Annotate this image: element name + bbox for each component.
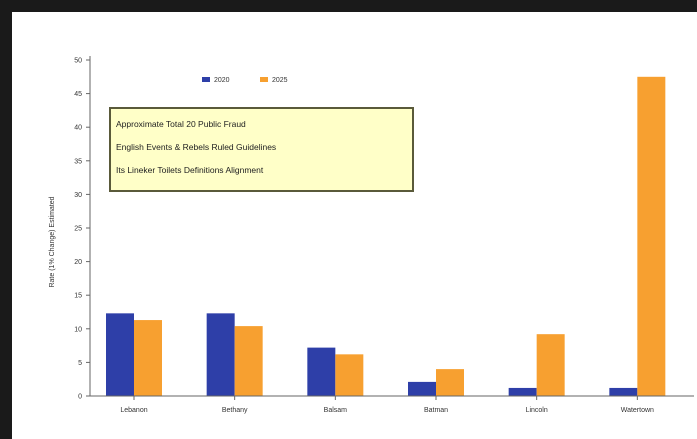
x-tick-label: Bethany	[222, 407, 248, 414]
bar-2020-watertown	[609, 387, 638, 396]
y-tick-label: 40	[74, 125, 82, 132]
annotation-line: Its Lineker Toilets Definitions Alignmen…	[116, 165, 264, 175]
legend-swatch	[260, 77, 268, 82]
bar-2020-lebanon	[106, 313, 134, 396]
x-tick-label: Batman	[424, 407, 448, 414]
bar-2025-lebanon	[134, 320, 162, 396]
legend-label: 2025	[272, 77, 288, 84]
x-tick-label: Watertown	[621, 407, 654, 414]
bars	[106, 76, 666, 397]
x-axis: Lebanon Bethany Balsam Batman Lincoln Waterto…	[90, 395, 694, 414]
y-tick-label: 25	[74, 226, 82, 233]
x-tick-label: Lincoln	[526, 407, 548, 414]
legend-label: 2020	[214, 77, 230, 84]
y-tick-label: 20	[74, 259, 82, 266]
legend-swatch	[202, 77, 210, 82]
y-tick-label: 15	[74, 293, 82, 300]
y-tick-label: 35	[74, 158, 82, 165]
y-tick-label: 5	[78, 360, 82, 367]
bar-2025-watertown	[637, 76, 666, 397]
y-axis-label: Rate (1% Change) Estimated	[49, 196, 56, 287]
y-tick-label: 45	[74, 91, 82, 98]
bar-2020-batman	[408, 381, 436, 396]
bar-2020-balsam	[307, 347, 336, 396]
y-tick-label: 50	[74, 58, 82, 65]
annotation-line: English Events & Rebels Ruled Guidelines	[116, 142, 276, 152]
chart-frame: 0 5 10 15 20 25 30 35 40 45 50 Lebanon Bethany Balsa…	[12, 12, 697, 439]
y-axis: 0 5 10 15 20 25 30 35 40 45 50	[74, 56, 91, 401]
bar-2025-batman	[436, 369, 464, 396]
bar-2025-lincoln	[536, 334, 565, 396]
bar-2020-lincoln	[508, 387, 537, 396]
y-tick-label: 0	[78, 394, 82, 401]
annotation-box: Approximate Total 20 Public Fraud English…	[109, 107, 414, 192]
y-tick-label: 10	[74, 326, 82, 333]
y-tick-label: 30	[74, 192, 82, 199]
annotation-background	[109, 107, 414, 192]
bar-2020-bethany	[206, 313, 235, 396]
x-tick-label: Balsam	[324, 407, 348, 414]
x-tick-label: Lebanon	[120, 407, 147, 414]
bar-2025-bethany	[234, 326, 263, 396]
bar-2025-balsam	[335, 354, 364, 396]
annotation-line: Approximate Total 20 Public Fraud	[116, 119, 246, 129]
legend: 2020 2025	[202, 77, 288, 84]
